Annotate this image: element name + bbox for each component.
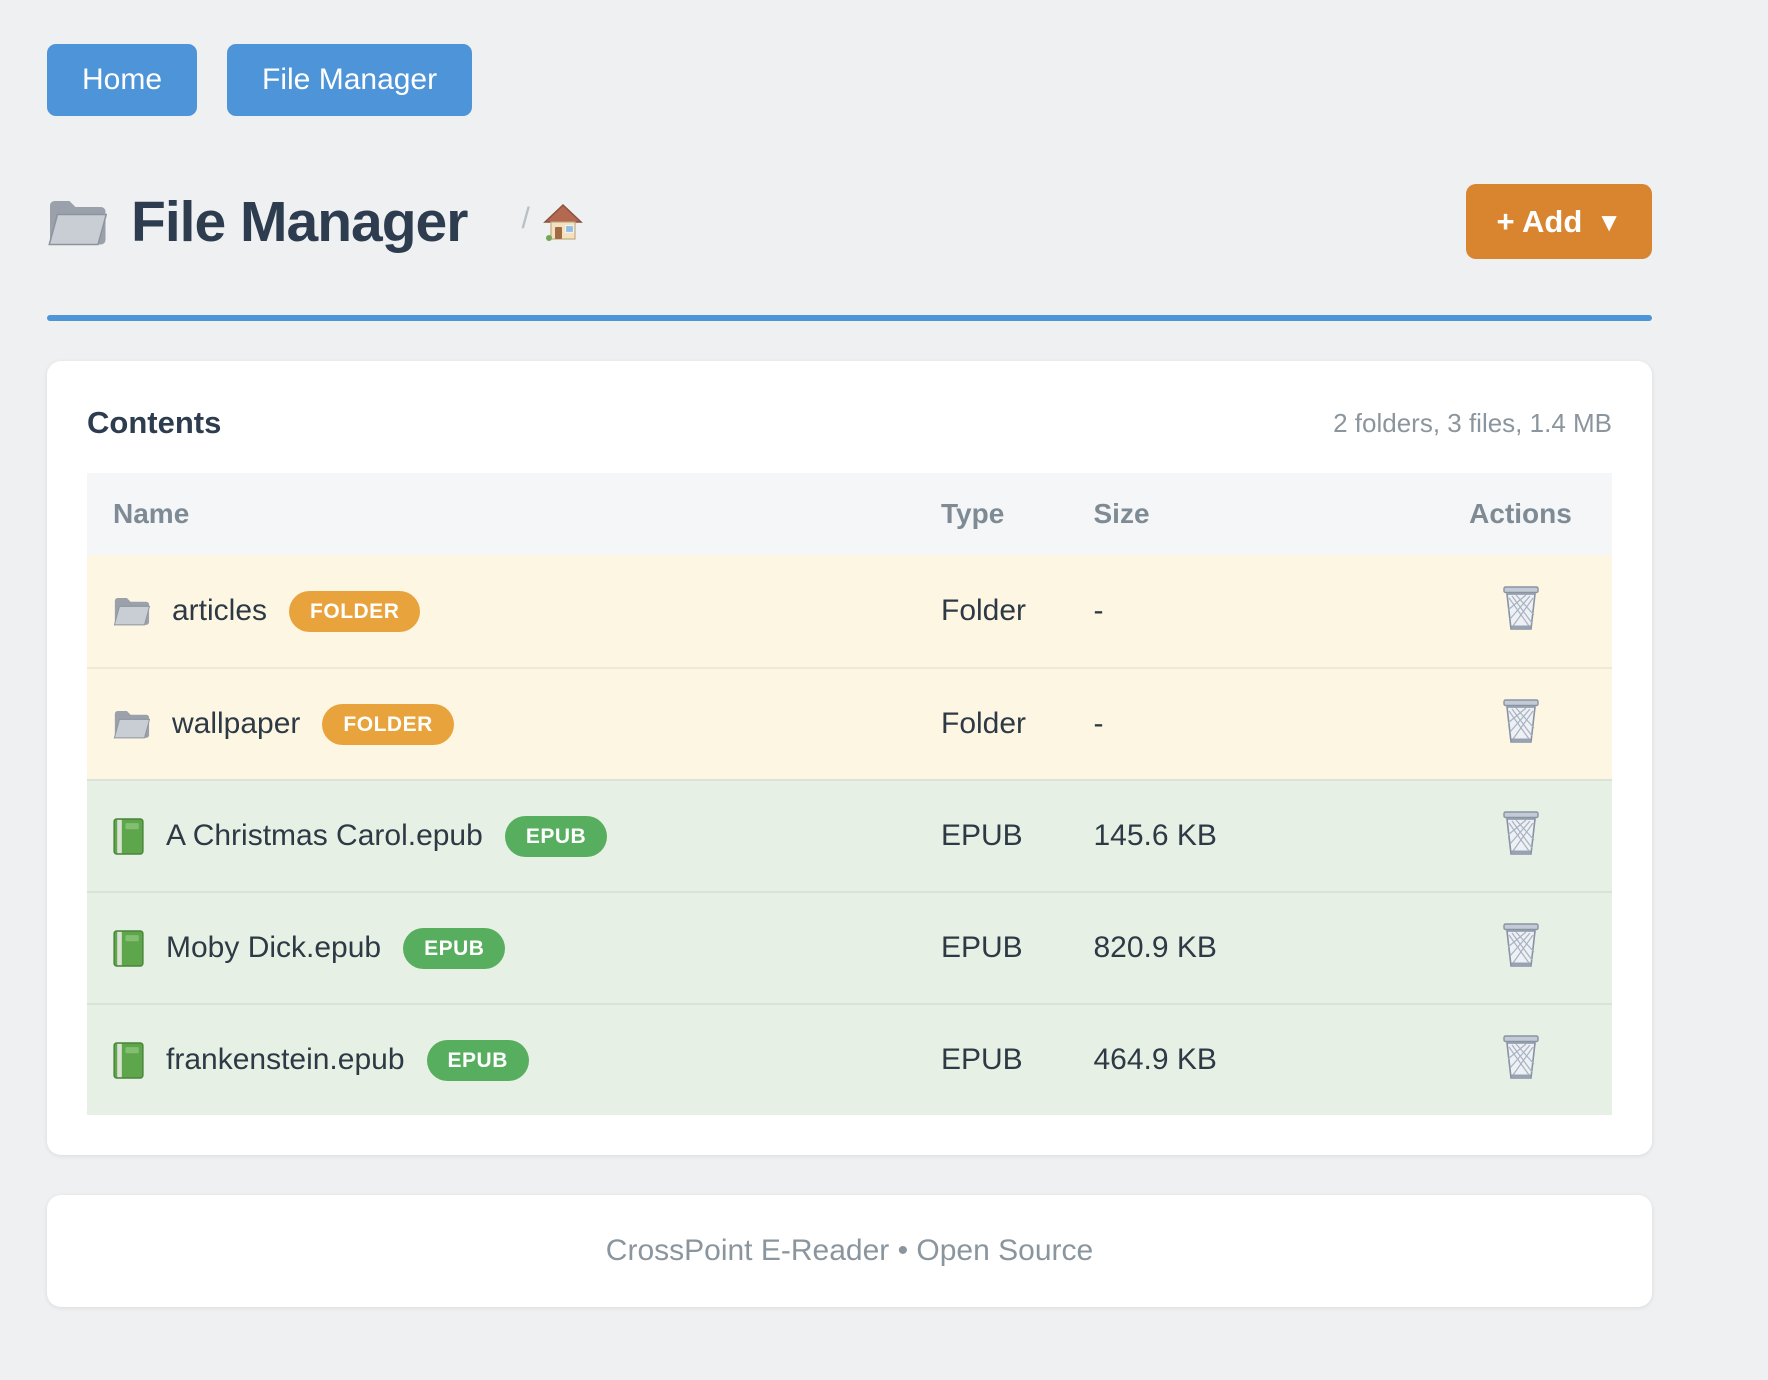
page-title: File Manager (131, 189, 468, 254)
delete-button[interactable] (1495, 807, 1547, 864)
green-book-icon (113, 817, 144, 855)
top-nav: Home File Manager (47, 44, 1652, 116)
title-divider (47, 315, 1652, 321)
size-cell: 820.9 KB (1093, 931, 1217, 964)
folder-icon (113, 709, 150, 739)
wastebasket-icon (1502, 699, 1539, 745)
type-cell: Folder (941, 707, 1027, 740)
type-cell: EPUB (941, 819, 1023, 852)
green-book-icon (113, 1041, 144, 1079)
wastebasket-icon (1502, 586, 1539, 632)
file-name: A Christmas Carol.epub (166, 819, 483, 852)
type-cell: EPUB (941, 931, 1023, 964)
column-header-type: Type (941, 498, 1005, 529)
file-name: wallpaper (172, 707, 301, 740)
folder-icon (47, 198, 107, 246)
size-cell: - (1093, 594, 1104, 627)
file-name: frankenstein.epub (166, 1043, 405, 1076)
page-header: File Manager / + Add ▼ (47, 184, 1652, 259)
type-badge: EPUB (504, 815, 608, 857)
file-name: Moby Dick.epub (166, 931, 382, 964)
size-cell: 464.9 KB (1093, 1043, 1217, 1076)
page: Home File Manager File Manager / (47, 0, 1652, 1307)
type-badge: FOLDER (289, 590, 421, 632)
table-row[interactable]: A Christmas Carol.epub EPUB EPUB 145.6 K… (87, 779, 1612, 891)
type-cell: EPUB (941, 1043, 1023, 1076)
delete-button[interactable] (1495, 695, 1547, 752)
size-cell: - (1093, 707, 1104, 740)
wastebasket-icon (1502, 923, 1539, 969)
file-name: articles (172, 594, 268, 627)
green-book-icon (113, 929, 144, 967)
contents-heading: Contents (87, 405, 222, 440)
file-table: Name Type Size Actions articles FOLDER (87, 473, 1612, 1115)
table-row[interactable]: articles FOLDER Folder - (87, 555, 1612, 667)
type-badge: EPUB (426, 1039, 529, 1081)
table-row[interactable]: Moby Dick.epub EPUB EPUB 820.9 KB (87, 891, 1612, 1003)
type-badge: FOLDER (322, 703, 454, 745)
wastebasket-icon (1502, 811, 1539, 857)
table-row[interactable]: wallpaper FOLDER Folder - (87, 667, 1612, 779)
add-button-label: + Add (1496, 204, 1583, 239)
type-cell: Folder (941, 594, 1027, 627)
type-badge: EPUB (403, 927, 506, 969)
footer: CrossPoint E-Reader • Open Source (47, 1195, 1652, 1307)
table-header-row: Name Type Size Actions (87, 473, 1612, 555)
breadcrumb: / (521, 202, 583, 242)
delete-button[interactable] (1495, 582, 1547, 639)
title-wrap: File Manager / (47, 189, 584, 255)
contents-card: Contents 2 folders, 3 files, 1.4 MB Name… (47, 361, 1652, 1155)
delete-button[interactable] (1495, 919, 1547, 976)
column-header-size: Size (1093, 498, 1150, 529)
house-icon[interactable] (542, 202, 584, 242)
table-row[interactable]: frankenstein.epub EPUB EPUB 464.9 KB (87, 1003, 1612, 1115)
column-header-name: Name (113, 498, 190, 529)
footer-text: CrossPoint E-Reader • Open Source (605, 1234, 1094, 1267)
wastebasket-icon (1502, 1035, 1539, 1081)
folder-icon (113, 596, 150, 626)
caret-down-icon: ▼ (1596, 206, 1622, 237)
contents-card-header: Contents 2 folders, 3 files, 1.4 MB (87, 405, 1612, 441)
size-cell: 145.6 KB (1093, 819, 1217, 852)
file-manager-button[interactable]: File Manager (227, 44, 473, 116)
breadcrumb-separator: / (521, 201, 530, 235)
delete-button[interactable] (1495, 1031, 1547, 1088)
home-button[interactable]: Home (47, 44, 198, 116)
column-header-actions: Actions (1469, 498, 1572, 529)
contents-summary: 2 folders, 3 files, 1.4 MB (1333, 407, 1612, 438)
add-button[interactable]: + Add ▼ (1466, 184, 1652, 259)
